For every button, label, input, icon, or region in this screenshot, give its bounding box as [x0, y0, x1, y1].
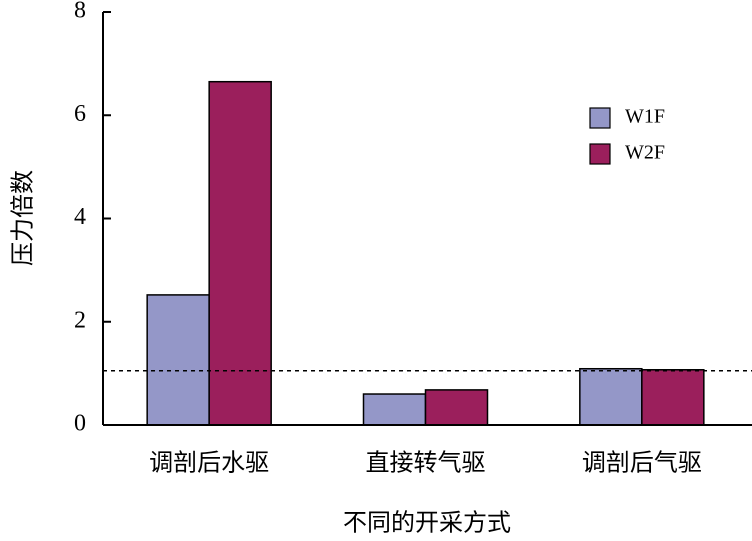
x-axis-label: 不同的开采方式 [343, 510, 511, 537]
bar [641, 369, 705, 426]
legend-label: W2F [625, 142, 665, 164]
y-tick-label: 4 [74, 204, 86, 230]
legend-swatch [589, 143, 611, 165]
y-tick-label: 6 [74, 101, 86, 127]
y-tick-label: 8 [74, 0, 86, 24]
y-tick-label: 2 [74, 307, 86, 333]
bar [424, 389, 489, 426]
x-tick-label: 调剖后气驱 [582, 450, 702, 477]
x-tick-label: 直接转气驱 [366, 450, 486, 477]
legend-swatch [589, 107, 611, 129]
bar [208, 80, 272, 426]
x-tick-label: 调剖后水驱 [149, 450, 269, 477]
bar [579, 367, 643, 426]
bar [146, 294, 210, 426]
legend-label: W1F [625, 106, 665, 128]
bar [362, 393, 427, 426]
y-axis-label: 压力倍数 [10, 170, 37, 266]
y-tick-label: 0 [74, 411, 86, 437]
